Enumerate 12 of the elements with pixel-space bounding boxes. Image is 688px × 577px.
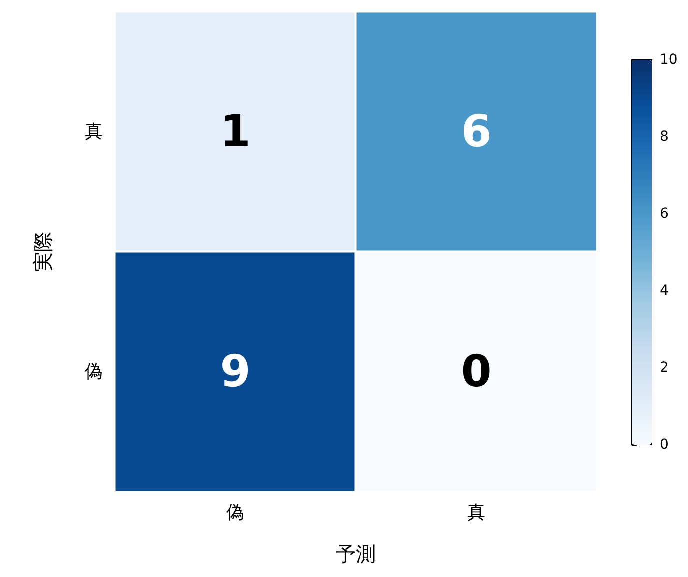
color-bar-label: 0: [660, 437, 669, 453]
data-label: 1: [220, 106, 251, 158]
data-label: 6: [461, 106, 492, 158]
x-axis-title: 予測: [336, 542, 376, 566]
y-axis-title: 実際: [31, 232, 55, 272]
color-bar-label: 2: [660, 360, 669, 376]
color-bar-label: 4: [660, 283, 669, 299]
color-bar-label: 6: [660, 206, 669, 222]
data-label: 9: [220, 346, 251, 398]
data-label: 0: [461, 346, 492, 398]
color-bar-label: 10: [660, 52, 678, 68]
color-bar-label: 8: [660, 129, 669, 145]
